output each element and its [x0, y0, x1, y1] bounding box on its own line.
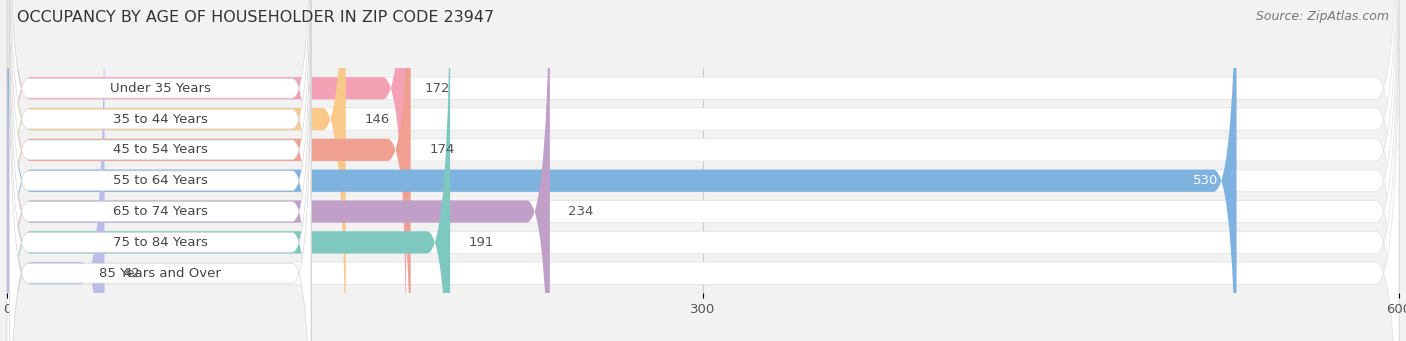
Text: Source: ZipAtlas.com: Source: ZipAtlas.com	[1256, 10, 1389, 23]
FancyBboxPatch shape	[10, 36, 311, 341]
FancyBboxPatch shape	[10, 5, 311, 341]
FancyBboxPatch shape	[10, 0, 311, 341]
Text: 172: 172	[425, 82, 450, 95]
FancyBboxPatch shape	[7, 0, 1399, 341]
FancyBboxPatch shape	[7, 0, 346, 341]
Text: Under 35 Years: Under 35 Years	[110, 82, 211, 95]
FancyBboxPatch shape	[7, 0, 1399, 341]
Text: 191: 191	[468, 236, 494, 249]
Text: 146: 146	[364, 113, 389, 125]
Text: 65 to 74 Years: 65 to 74 Years	[112, 205, 208, 218]
Text: 85 Years and Over: 85 Years and Over	[100, 267, 221, 280]
FancyBboxPatch shape	[7, 0, 1237, 341]
FancyBboxPatch shape	[7, 0, 1399, 341]
Text: 45 to 54 Years: 45 to 54 Years	[112, 144, 208, 157]
FancyBboxPatch shape	[7, 0, 1399, 341]
FancyBboxPatch shape	[7, 0, 406, 341]
Text: 35 to 44 Years: 35 to 44 Years	[112, 113, 208, 125]
FancyBboxPatch shape	[10, 0, 311, 341]
FancyBboxPatch shape	[7, 0, 1399, 341]
FancyBboxPatch shape	[7, 0, 1399, 341]
FancyBboxPatch shape	[10, 0, 311, 325]
FancyBboxPatch shape	[7, 0, 450, 341]
FancyBboxPatch shape	[7, 0, 104, 341]
Text: 42: 42	[124, 267, 141, 280]
FancyBboxPatch shape	[7, 0, 550, 341]
Text: OCCUPANCY BY AGE OF HOUSEHOLDER IN ZIP CODE 23947: OCCUPANCY BY AGE OF HOUSEHOLDER IN ZIP C…	[17, 10, 494, 25]
Text: 75 to 84 Years: 75 to 84 Years	[112, 236, 208, 249]
FancyBboxPatch shape	[10, 0, 311, 341]
Text: 234: 234	[568, 205, 593, 218]
Text: 530: 530	[1192, 174, 1218, 187]
FancyBboxPatch shape	[7, 0, 411, 341]
FancyBboxPatch shape	[7, 0, 1399, 341]
Text: 174: 174	[429, 144, 454, 157]
FancyBboxPatch shape	[10, 0, 311, 341]
Text: 55 to 64 Years: 55 to 64 Years	[112, 174, 208, 187]
